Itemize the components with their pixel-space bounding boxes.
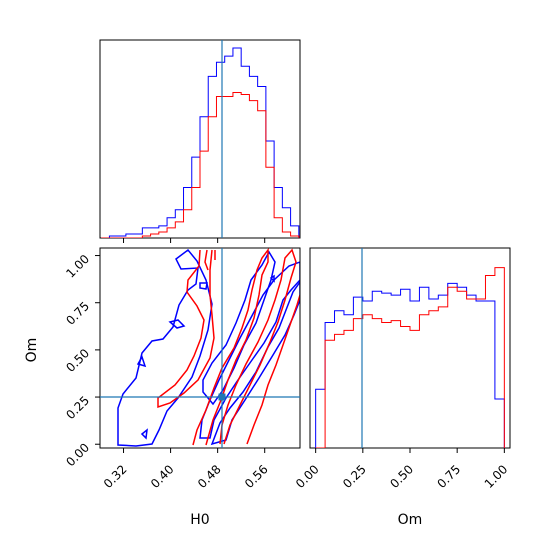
contour-xtick-label-0: 0.32 [101,462,130,491]
blue-contour-outer [117,248,213,447]
red-contour-right [246,294,300,445]
blue-contour-small-4 [199,282,208,290]
hist-om-xlabel: Om [398,512,423,528]
hist-om-xtick-label-2: 0.50 [387,462,416,491]
red-contour-inner [219,248,297,445]
panel-hist-om: 0.00 0.25 0.50 0.75 1.00 Om [293,247,511,528]
hist-h0-series-0 [101,47,300,238]
contour-xtick-label-1: 0.40 [148,462,177,491]
blue-contour-mid [210,280,300,446]
hist-om-series-1 [315,267,505,448]
hist-om-xtick-label-1: 0.25 [340,462,369,491]
contour-truth-marker [218,393,226,401]
contour-ytick-label-2: 0.50 [63,346,92,375]
hist-om-xtick-label-3: 0.75 [434,462,463,491]
contour-ytick-label-4: 1.00 [63,252,92,281]
panel-contour: 0.32 0.40 0.48 0.560.000.250.500.751.00 H0 … [24,247,301,528]
hist-h0-series-1 [101,92,300,238]
red-contour-top-left [157,249,215,409]
hist-om-xtick-label-0: 0.00 [293,462,322,491]
hist-h0-frame [99,39,301,239]
contour-ylabel: Om [24,338,40,363]
blue-contour-left-2 [202,250,276,406]
blue-contour-small-3 [140,428,148,440]
blue-contour-small-2 [136,355,147,368]
contour-xtick-label-2: 0.48 [195,462,224,491]
red-contour-wide [192,248,269,446]
contour-ytick-label-0: 0.00 [63,440,92,469]
contour-xlabel: H0 [190,512,209,528]
blue-contour-right [199,261,300,439]
contour-ytick-label-1: 0.25 [63,393,92,422]
hist-om-series-0 [315,282,505,448]
panel-hist-h0 [99,39,301,243]
hist-om-frame [309,247,511,449]
contour-frame [99,247,301,449]
blue-contour-small-5 [269,274,275,283]
contour-ytick-label-3: 0.75 [63,299,92,328]
contour-xtick-label-3: 0.56 [242,462,271,491]
hist-om-xtick-label-4: 1.00 [482,462,511,491]
blue-contour-small-1 [168,319,186,329]
red-contour-top-small [204,249,209,271]
